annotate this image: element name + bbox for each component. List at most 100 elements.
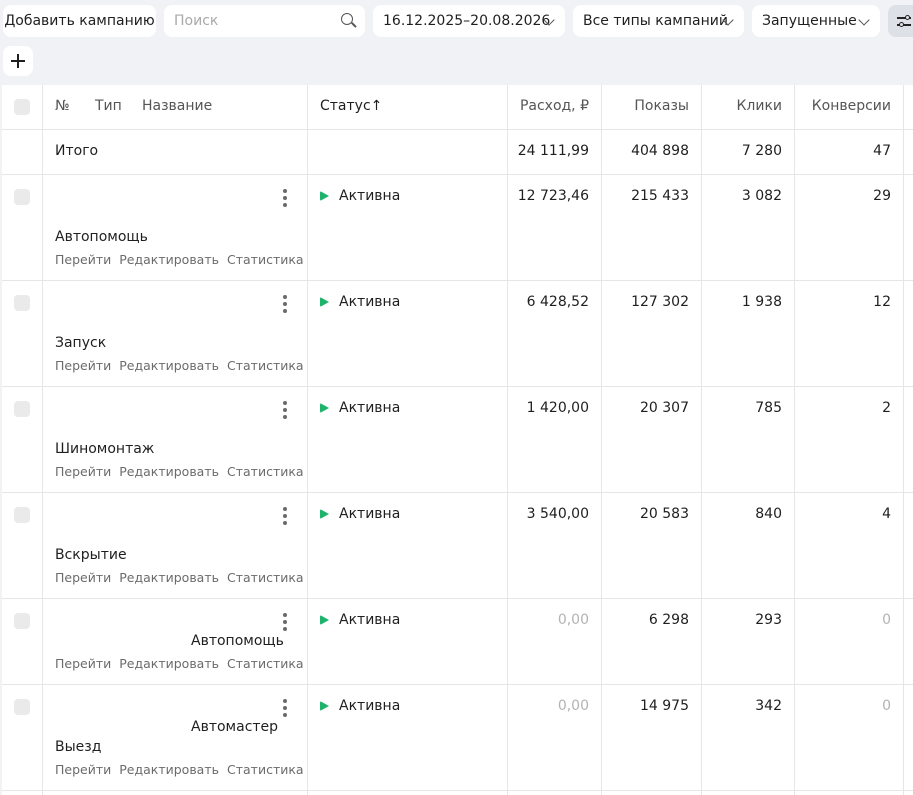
table-row: Шиномонтаж Перейти Редактировать Статистик…	[2, 387, 913, 493]
spend-value: 3 540,00	[526, 506, 589, 522]
stats-link[interactable]: Статистика	[227, 358, 304, 373]
header-impressions[interactable]: Показы	[634, 98, 689, 114]
impressions-value: 215 433	[631, 188, 689, 204]
status-badge: Активна	[320, 294, 400, 310]
play-icon	[320, 297, 329, 307]
go-link[interactable]: Перейти	[55, 464, 112, 479]
spend-value: 0,00	[557, 612, 589, 628]
toolbar: Добавить кампанию 16.12.2025–20.08.2026 …	[0, 0, 913, 42]
column-divider	[701, 85, 702, 795]
sliders-icon	[897, 17, 911, 19]
clicks-value: 3 082	[741, 188, 782, 204]
conversions-value: 4	[882, 506, 891, 522]
status-badge: Активна	[320, 188, 400, 204]
row-checkbox[interactable]	[14, 613, 30, 629]
row-checkbox[interactable]	[14, 699, 30, 715]
sliders-icon-line	[897, 24, 911, 26]
clicks-value: 785	[755, 400, 782, 416]
edit-link[interactable]: Редактировать	[119, 358, 219, 373]
column-divider	[42, 85, 43, 795]
edit-link[interactable]: Редактировать	[119, 656, 219, 671]
campaigns-table: № Тип Название Статус↑ Расход, ₽ Показы …	[2, 85, 913, 795]
play-icon	[320, 191, 329, 201]
status-badge: Активна	[320, 400, 400, 416]
state-filter-value: Запущенные	[762, 13, 857, 29]
row-actions: Перейти Редактировать Статистика	[55, 464, 312, 479]
clicks-value: 840	[755, 506, 782, 522]
state-filter-select[interactable]: Запущенные	[752, 5, 880, 37]
status-text: Активна	[339, 400, 401, 416]
header-conversions[interactable]: Конверсии	[811, 98, 891, 114]
stats-link[interactable]: Статистика	[227, 762, 304, 777]
go-link[interactable]: Перейти	[55, 358, 112, 373]
campaign-name: Автопомощь	[55, 229, 148, 245]
more-menu-icon[interactable]	[283, 189, 287, 207]
total-clicks: 7 280	[741, 143, 782, 159]
campaign-type-label: Автомастер	[191, 719, 279, 735]
row-actions: Перейти Редактировать Статистика	[55, 762, 312, 777]
row-checkbox[interactable]	[14, 507, 30, 523]
play-icon	[320, 701, 329, 711]
more-menu-icon[interactable]	[283, 699, 287, 717]
conversions-value: 0	[882, 612, 891, 628]
table-row: Автомастер Выезд Перейти Редактировать Ста…	[2, 685, 913, 791]
table-row: Запуск Перейти Редактировать Статистика Ак…	[2, 281, 913, 387]
go-link[interactable]: Перейти	[55, 252, 112, 267]
go-link[interactable]: Перейти	[55, 656, 112, 671]
go-link[interactable]: Перейти	[55, 570, 112, 585]
column-divider	[903, 85, 904, 795]
row-checkbox[interactable]	[14, 401, 30, 417]
header-spend[interactable]: Расход, ₽	[519, 98, 589, 114]
date-range-select[interactable]: 16.12.2025–20.08.2026	[373, 5, 565, 37]
spend-value: 12 723,46	[517, 188, 589, 204]
stats-link[interactable]: Статистика	[227, 252, 304, 267]
status-text: Активна	[339, 506, 401, 522]
more-menu-icon[interactable]	[283, 507, 287, 525]
add-button[interactable]	[3, 46, 33, 76]
edit-link[interactable]: Редактировать	[119, 570, 219, 585]
total-row: Итого 24 111,99 404 898 7 280 47	[2, 130, 913, 175]
edit-link[interactable]: Редактировать	[119, 762, 219, 777]
spend-value: 0,00	[557, 698, 589, 714]
campaign-type-select[interactable]: Все типы кампаний	[573, 5, 744, 37]
header-clicks[interactable]: Клики	[736, 98, 782, 114]
header-status[interactable]: Статус↑	[320, 98, 383, 114]
stats-link[interactable]: Статистика	[227, 570, 304, 585]
table-header: № Тип Название Статус↑ Расход, ₽ Показы …	[2, 85, 913, 130]
impressions-value: 127 302	[631, 294, 689, 310]
row-checkbox[interactable]	[14, 189, 30, 205]
edit-link[interactable]: Редактировать	[119, 464, 219, 479]
stats-link[interactable]: Статистика	[227, 464, 304, 479]
play-icon	[320, 615, 329, 625]
search-box[interactable]	[164, 5, 365, 37]
more-menu-icon[interactable]	[283, 613, 287, 631]
date-range-value: 16.12.2025–20.08.2026	[383, 13, 551, 29]
total-label: Итого	[55, 143, 99, 159]
play-icon	[320, 509, 329, 519]
stats-link[interactable]: Статистика	[227, 656, 304, 671]
column-divider	[307, 85, 308, 795]
status-text: Активна	[339, 294, 401, 310]
header-type[interactable]: Тип	[95, 98, 122, 114]
go-link[interactable]: Перейти	[55, 762, 112, 777]
chevron-down-icon	[858, 14, 870, 26]
search-input[interactable]	[174, 13, 334, 29]
header-number[interactable]: №	[55, 98, 70, 114]
filter-settings-button[interactable]	[888, 5, 913, 37]
clicks-value: 1 938	[741, 294, 782, 310]
column-divider	[601, 85, 602, 795]
sliders-icon-knob	[905, 15, 910, 20]
row-actions: Перейти Редактировать Статистика	[55, 358, 312, 373]
edit-link[interactable]: Редактировать	[119, 252, 219, 267]
more-menu-icon[interactable]	[283, 401, 287, 419]
column-divider	[794, 85, 795, 795]
header-name[interactable]: Название	[142, 98, 213, 114]
select-all-checkbox[interactable]	[14, 99, 30, 115]
more-menu-icon[interactable]	[283, 295, 287, 313]
row-checkbox[interactable]	[14, 295, 30, 311]
add-campaign-button[interactable]: Добавить кампанию	[3, 5, 156, 37]
search-icon[interactable]	[341, 13, 353, 25]
status-text: Активна	[339, 612, 401, 628]
impressions-value: 6 298	[648, 612, 689, 628]
campaign-name: Запуск	[55, 335, 107, 351]
